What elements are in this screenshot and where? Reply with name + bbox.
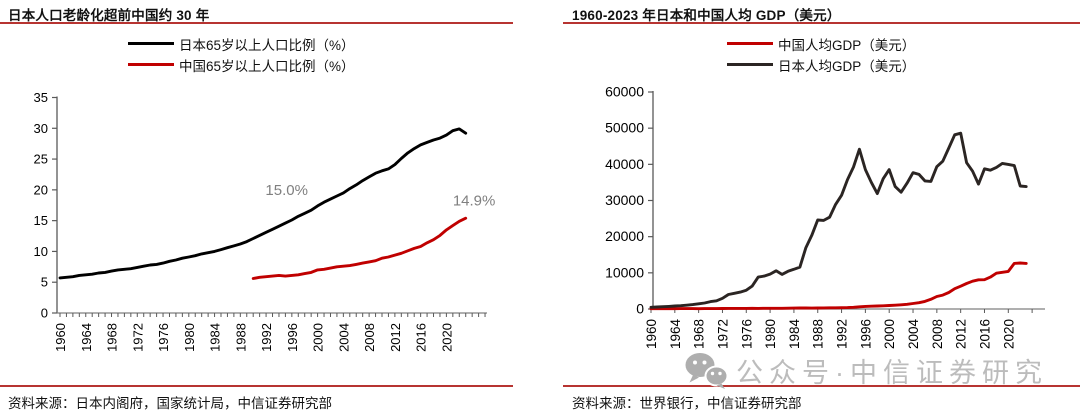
x-tick-label: 1972 <box>130 323 145 352</box>
x-tick-label: 2020 <box>439 323 454 352</box>
panel-population-aging: 日本人口老龄化超前中国约 30 年 日本65岁以上人口比例（%） 中国65岁以上人… <box>0 8 513 411</box>
x-tick-label: 1964 <box>79 323 94 352</box>
x-tick-label: 1992 <box>835 319 850 349</box>
y-tick-label: 10 <box>34 244 48 259</box>
y-tick-label: 20 <box>34 182 48 197</box>
x-tick-label: 2000 <box>882 319 897 349</box>
x-tick-label: 1996 <box>858 319 873 349</box>
legend-item: 中国人均GDP（美元） <box>727 33 915 54</box>
x-tick-label: 2008 <box>362 323 377 352</box>
y-tick-label: 60000 <box>605 85 644 100</box>
legend-label: 日本人均GDP（美元） <box>778 58 916 74</box>
series-china-65plus <box>251 216 468 280</box>
legend-line-swatch <box>727 63 773 66</box>
panel-gdp-per-capita: 1960-2023 年日本和中国人均 GDP（美元） 中国人均GDP（美元） 日本… <box>540 0 1080 418</box>
source-note: 资料来源：日本内阁府，国家统计局，中信证券研究部 <box>8 396 332 411</box>
x-tick-label: 1980 <box>182 323 197 352</box>
x-tick-label: 1992 <box>259 323 274 352</box>
series-china-gdp <box>649 261 1028 311</box>
legend-item: 日本65岁以上人口比例（%） <box>128 33 355 54</box>
y-tick-label: 10000 <box>605 264 644 280</box>
legend-line-swatch <box>128 42 174 45</box>
x-tick-label: 1972 <box>715 319 730 349</box>
y-tick-label: 35 <box>34 90 48 105</box>
x-tick-label: 1968 <box>692 319 707 349</box>
x-tick-label: 1968 <box>105 323 120 352</box>
legend-item: 中国65岁以上人口比例（%） <box>128 54 355 75</box>
legend-label: 中国65岁以上人口比例（%） <box>179 58 355 74</box>
chart-legend: 日本65岁以上人口比例（%） 中国65岁以上人口比例（%） <box>128 33 355 75</box>
y-tick-label: 40000 <box>605 156 644 172</box>
x-tick-label: 1976 <box>156 323 171 352</box>
y-tick-label: 15 <box>34 213 48 228</box>
legend-line-swatch <box>727 42 773 45</box>
title-rule <box>0 22 513 24</box>
source-rule <box>0 385 513 387</box>
x-tick-label: 2012 <box>954 319 969 349</box>
x-tick-label: 2016 <box>414 323 429 352</box>
x-tick-label: 2012 <box>388 323 403 352</box>
x-tick-label: 2004 <box>336 323 351 352</box>
x-tick-label: 2016 <box>977 319 992 349</box>
x-tick-label: 1976 <box>739 319 754 349</box>
x-tick-label: 1988 <box>233 323 248 352</box>
y-tick-label: 0 <box>636 301 644 317</box>
title-rule <box>563 22 1080 24</box>
x-tick-label: 1984 <box>787 319 802 350</box>
x-tick-label: 1988 <box>811 319 826 349</box>
chart-legend: 中国人均GDP（美元） 日本人均GDP（美元） <box>727 33 915 75</box>
x-tick-label: 1964 <box>668 319 683 350</box>
y-tick-label: 50000 <box>605 120 644 136</box>
legend-line-swatch <box>128 63 174 66</box>
legend-label: 日本65岁以上人口比例（%） <box>179 37 355 53</box>
x-tick-label: 1960 <box>644 319 659 349</box>
source-note: 资料来源：世界银行，中信证券研究部 <box>572 396 802 411</box>
x-tick-label: 2020 <box>1001 319 1016 349</box>
y-tick-label: 30000 <box>605 192 644 208</box>
y-tick-label: 5 <box>41 275 48 290</box>
annotation-label: 15.0% <box>265 182 308 199</box>
legend-label: 中国人均GDP（美元） <box>778 37 916 53</box>
y-tick-label: 0 <box>41 306 48 321</box>
x-tick-label: 2008 <box>930 319 945 349</box>
x-tick-label: 1960 <box>53 323 68 352</box>
legend-item: 日本人均GDP（美元） <box>727 54 915 75</box>
x-tick-label: 1980 <box>763 319 778 349</box>
series-japan-gdp <box>649 131 1028 309</box>
y-tick-label: 30 <box>34 121 48 136</box>
x-tick-label: 1996 <box>285 323 300 352</box>
aging-line-chart: 0 5 10 15 20 25 30 35 1960 1964 1968 1972 1976 1980 19… <box>34 90 496 352</box>
annotation-label: 14.9% <box>453 192 496 209</box>
panel-title: 日本人口老龄化超前中国约 30 年 <box>8 8 210 23</box>
x-tick-label: 1984 <box>208 323 223 352</box>
gdp-line-chart: 0 10000 20000 30000 40000 50000 60000 1960 1964 1… <box>605 85 1045 350</box>
x-tick-label: 2000 <box>311 323 326 352</box>
series-japan-65plus <box>58 127 468 280</box>
x-tick-label: 2004 <box>906 319 921 350</box>
y-tick-label: 25 <box>34 152 48 167</box>
panel-title: 1960-2023 年日本和中国人均 GDP（美元） <box>572 8 841 23</box>
source-rule <box>563 385 1080 387</box>
y-tick-label: 20000 <box>605 228 644 244</box>
